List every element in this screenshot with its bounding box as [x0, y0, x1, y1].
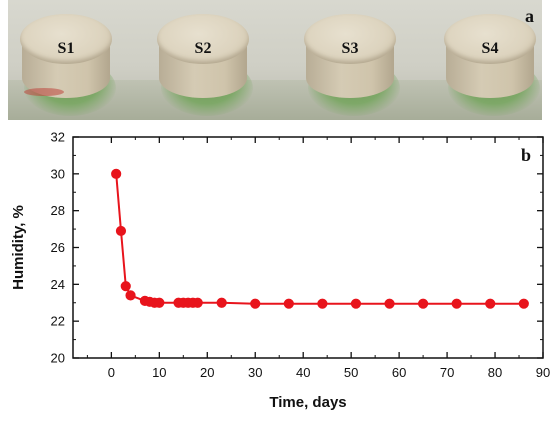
y-tick-label: 30 [51, 166, 65, 181]
sample-label: S4 [481, 40, 499, 57]
x-tick-label: 80 [488, 365, 502, 380]
data-point [283, 298, 294, 309]
sample-photo-panel: S1 S2 S3 S4 a [8, 0, 542, 120]
y-tick-label: 22 [51, 314, 65, 329]
data-point [115, 225, 127, 237]
data-point [317, 298, 328, 309]
data-point [111, 168, 122, 179]
sample-cylinder-s2: S2 [155, 12, 253, 116]
data-series [111, 168, 529, 309]
data-point [485, 298, 496, 309]
panel-letter-b: b [521, 145, 531, 165]
sample-cylinder-s4: S4 [442, 12, 540, 116]
x-tick-label: 20 [200, 365, 214, 380]
humidity-chart-panel: 0 10 20 30 40 50 60 70 80 90 20 22 24 26 28 30 32 b Time… [0, 120, 550, 426]
data-point [418, 298, 429, 309]
y-tick-label: 32 [51, 130, 65, 145]
sample-label: S1 [57, 40, 75, 57]
data-point [451, 298, 462, 309]
y-tick-label: 20 [51, 351, 65, 366]
sample-cylinder-s3: S3 [302, 12, 400, 116]
panel-letter-a: a [525, 6, 534, 26]
x-tick-label: 30 [248, 365, 262, 380]
y-axis-title: Humidity, % [10, 205, 27, 290]
x-axis-title: Time, days [269, 394, 346, 411]
axis-ticks: 0 10 20 30 40 50 60 70 80 90 20 22 24 26 28 30 32 [51, 130, 550, 381]
y-tick-label: 24 [51, 277, 65, 292]
data-point [384, 298, 395, 309]
sample-cylinder-s1: S1 [18, 12, 116, 116]
humidity-chart: 0 10 20 30 40 50 60 70 80 90 20 22 24 26 28 30 32 b Time… [10, 130, 550, 412]
x-tick-label: 0 [108, 365, 115, 380]
data-point [216, 297, 227, 308]
y-tick-label: 26 [51, 240, 65, 255]
data-point [250, 298, 261, 309]
sample-label: S2 [194, 40, 212, 57]
x-tick-label: 10 [152, 365, 166, 380]
x-tick-label: 60 [392, 365, 406, 380]
plot-frame [72, 136, 544, 359]
data-point [120, 281, 131, 292]
y-tick-label: 28 [51, 203, 65, 218]
data-point [350, 298, 362, 309]
data-point [518, 298, 529, 309]
data-point [125, 290, 136, 301]
x-tick-label: 40 [296, 365, 310, 380]
x-tick-label: 90 [536, 365, 550, 380]
sample-label: S3 [341, 40, 359, 57]
x-tick-label: 50 [344, 365, 358, 380]
data-point [154, 297, 165, 308]
x-tick-label: 70 [440, 365, 454, 380]
data-point [192, 297, 203, 308]
series-line [115, 173, 524, 305]
